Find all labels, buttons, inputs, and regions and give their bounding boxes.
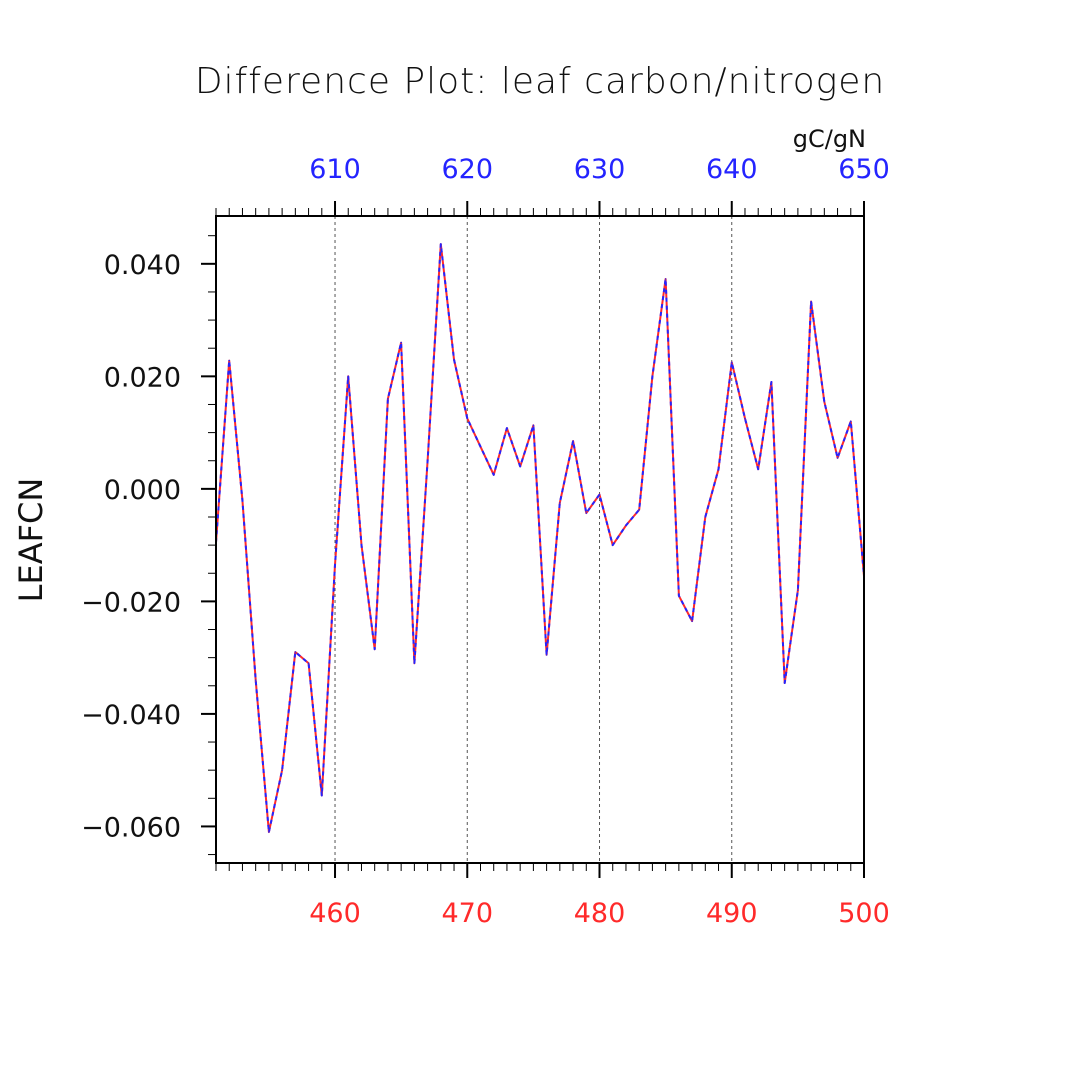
data-point — [519, 465, 521, 468]
axis-ticks — [201, 201, 865, 878]
data-point — [770, 381, 773, 383]
data-point — [691, 620, 693, 622]
data-point — [281, 769, 283, 771]
y-tick-label: 0.000 — [104, 475, 181, 506]
data-point — [783, 682, 786, 684]
x-tick-label-bottom: 480 — [574, 898, 626, 929]
x-tick-label-top: 650 — [838, 154, 890, 185]
data-point — [453, 358, 455, 361]
data-point — [334, 564, 336, 566]
data-point — [532, 424, 535, 427]
data-point — [373, 648, 376, 651]
data-point — [492, 474, 495, 476]
y-tick-label: −0.060 — [81, 812, 181, 843]
plot-frame — [215, 215, 865, 864]
data-point — [228, 359, 231, 362]
x-tick-label-bottom: 470 — [441, 898, 493, 929]
data-point — [479, 445, 482, 448]
data-point — [572, 440, 574, 442]
data-point — [268, 831, 270, 833]
data-point — [294, 651, 297, 653]
data-point — [678, 594, 680, 597]
data-point — [360, 544, 363, 546]
x-tick-label-top: 620 — [441, 154, 493, 185]
data-point — [757, 468, 760, 470]
x-tick-label-top: 640 — [706, 154, 758, 185]
series-line-blue — [215, 243, 865, 834]
data-point — [254, 679, 257, 681]
data-point — [651, 375, 654, 378]
data-point — [664, 278, 667, 280]
x-tick-label-bottom: 490 — [706, 898, 758, 929]
data-point — [400, 341, 402, 344]
x-tick-label-top: 610 — [309, 154, 361, 185]
data-point — [387, 398, 389, 400]
data-point — [598, 493, 601, 496]
data-point — [241, 499, 244, 501]
x-tick-label-top: 630 — [574, 154, 626, 185]
data-point — [347, 375, 350, 378]
data-point — [625, 524, 627, 527]
data-point — [466, 417, 469, 420]
x-tick-label-bottom: 500 — [838, 898, 890, 929]
data-point — [545, 654, 548, 656]
data-point — [797, 589, 799, 591]
x-tick-label-bottom: 460 — [309, 898, 361, 929]
data-point — [506, 427, 508, 429]
data-point — [810, 300, 812, 303]
series-lines — [215, 243, 865, 834]
data-point — [585, 512, 588, 514]
data-point — [440, 243, 442, 245]
data-point — [704, 516, 707, 518]
data-point — [638, 508, 640, 511]
data-point — [307, 662, 310, 665]
data-point — [413, 662, 416, 665]
data-point — [320, 794, 323, 797]
y-tick-label: 0.040 — [104, 250, 181, 281]
data-point — [717, 468, 720, 470]
data-point — [836, 457, 839, 459]
data-point — [730, 361, 733, 364]
data-point — [823, 400, 826, 403]
data-point — [611, 544, 614, 546]
data-point — [559, 502, 561, 504]
y-tick-label: −0.040 — [81, 700, 181, 731]
data-point — [744, 417, 746, 420]
chart-title: Difference Plot: leaf carbon/nitrogen — [195, 61, 885, 102]
y-axis-label: LEAFCN — [12, 478, 50, 603]
tick-labels: 0.040 0.020 0.000 −0.020 −0.040 −0.060 460 470 4… — [81, 154, 890, 929]
y-tick-label: −0.020 — [81, 587, 181, 618]
units-label: gC/gN — [793, 125, 866, 153]
data-point — [849, 420, 852, 423]
data-point — [426, 459, 429, 462]
y-tick-label: 0.020 — [104, 362, 181, 393]
